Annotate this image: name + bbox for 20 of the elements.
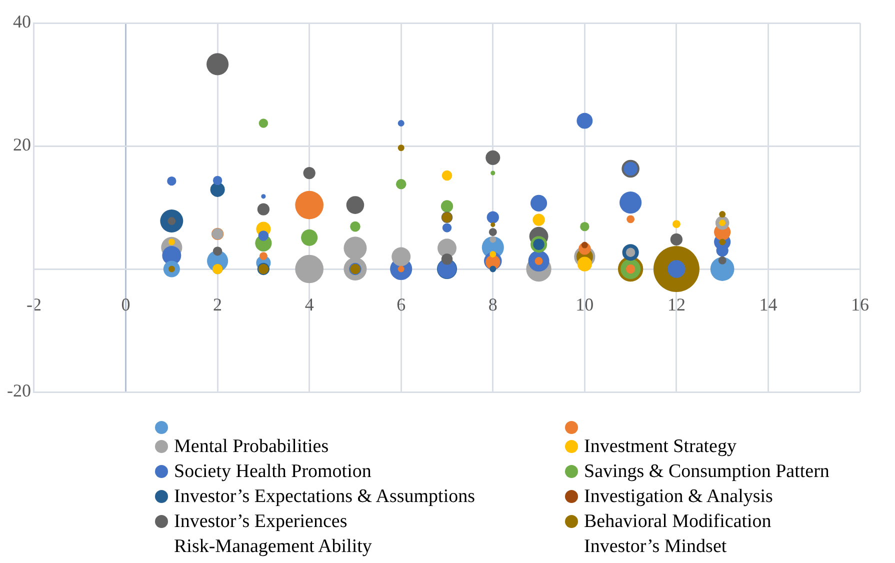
x-tick-label: 4 <box>304 294 314 315</box>
x-tick-label: 0 <box>121 294 130 315</box>
y-tick-label: 40 <box>12 12 31 32</box>
legend-label: Society Health Promotion <box>174 460 372 484</box>
legend-label: Savings & Consumption Pattern <box>584 460 830 484</box>
x-tick-label: 8 <box>488 294 498 315</box>
x-tick-label: 14 <box>759 294 778 315</box>
legend-label: Behavioral Modification Investor’s Mindset <box>584 510 772 559</box>
x-tick-label: 10 <box>576 294 594 315</box>
y-tick-label: 20 <box>12 134 31 155</box>
x-tick-label: 12 <box>667 294 686 315</box>
x-tick-label: 6 <box>396 294 406 315</box>
legend-label: Investigation & Analysis <box>584 485 773 509</box>
y-tick-label: -20 <box>6 380 31 401</box>
x-tick-label: 16 <box>851 294 869 315</box>
legend-label: Mental Probabilities <box>174 435 329 459</box>
legend-label: Investment Strategy <box>584 435 736 459</box>
legend-label: Investor’s Expectations & Assumptions <box>174 485 475 509</box>
x-tick-label: 2 <box>213 294 222 315</box>
legend-label: Investor’s Experiences Risk-Management Ability <box>174 510 372 559</box>
